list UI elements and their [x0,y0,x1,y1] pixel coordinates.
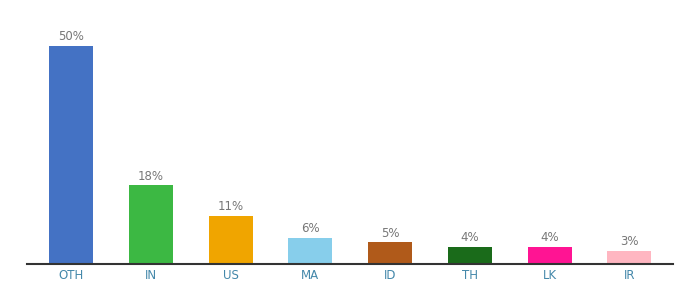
Text: 3%: 3% [620,235,639,248]
Bar [288,238,333,264]
Text: 4%: 4% [460,231,479,244]
Text: 11%: 11% [218,200,243,213]
Bar [607,251,651,264]
Text: 18%: 18% [138,170,164,183]
Bar [368,242,412,264]
Bar [129,185,173,264]
Text: 5%: 5% [381,226,399,239]
Text: 6%: 6% [301,222,320,235]
Text: 4%: 4% [541,231,559,244]
Bar [448,247,492,264]
Bar [209,216,252,264]
Bar [49,46,93,264]
Bar [528,247,571,264]
Text: 50%: 50% [58,30,84,43]
